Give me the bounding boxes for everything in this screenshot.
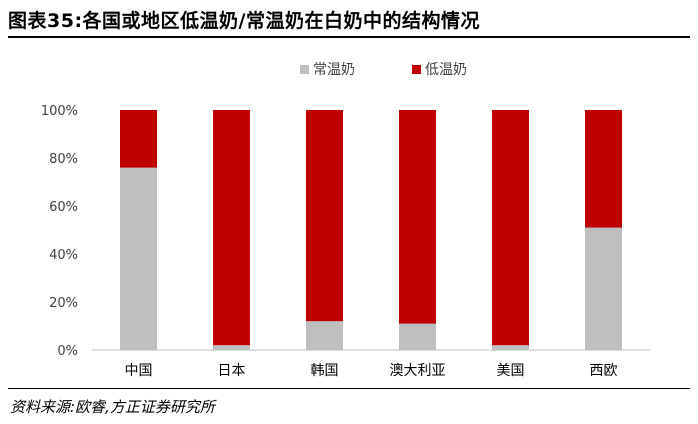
chart-legend: 常温奶 低温奶 [300, 62, 467, 78]
stacked-bar-chart: 常温奶 低温奶 0% 20% 40% 60% 80% 100% 中国 日本 韩国 澳大利亚 美国 西欧 [41, 62, 650, 379]
legend-label: 低温奶 [425, 62, 467, 78]
bar-segment [399, 323, 436, 350]
y-axis: 0% 20% 40% 60% 80% 100% [41, 104, 78, 359]
x-tick-label: 澳大利亚 [390, 363, 446, 379]
bar-segment [399, 110, 436, 324]
legend-label: 常温奶 [313, 62, 355, 78]
y-tick-label: 20% [49, 296, 78, 311]
x-tick-label: 中国 [125, 363, 153, 379]
legend-swatch [300, 65, 309, 74]
y-tick-label: 100% [41, 104, 78, 119]
bar-segment [306, 110, 343, 322]
title-divider [8, 36, 690, 38]
bar-segment [120, 167, 157, 350]
figure-title: 图表35:各国或地区低温奶/常温奶在白奶中的结构情况 [8, 10, 480, 32]
bar-segment [492, 345, 529, 350]
bar-segment [213, 345, 250, 350]
x-tick-label: 美国 [497, 363, 525, 379]
bar-segment [306, 321, 343, 350]
x-tick-label: 西欧 [590, 363, 618, 379]
x-tick-label: 韩国 [311, 363, 339, 379]
x-tick-label: 日本 [218, 363, 246, 379]
bar-segment [585, 227, 622, 350]
legend-swatch [412, 65, 421, 74]
source-note: 资料来源:欧睿,方正证券研究所 [10, 398, 215, 416]
bar-segment [213, 110, 250, 346]
y-tick-label: 0% [57, 344, 78, 359]
source-divider [8, 388, 690, 389]
y-tick-label: 80% [49, 152, 78, 167]
bar-segment [585, 110, 622, 228]
x-axis-labels: 中国 日本 韩国 澳大利亚 美国 西欧 [125, 363, 618, 379]
bar-segment [492, 110, 529, 346]
y-tick-label: 40% [49, 248, 78, 263]
y-tick-label: 60% [49, 200, 78, 215]
bar-segment [120, 110, 157, 168]
bars [120, 110, 622, 350]
